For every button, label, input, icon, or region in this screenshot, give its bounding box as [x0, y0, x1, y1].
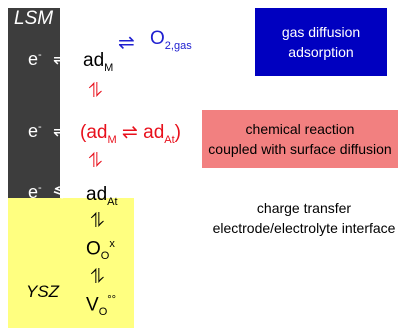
red-vertical-arrow-1: ⥮: [88, 80, 103, 102]
electron-2-arrow: ⇌: [53, 121, 69, 141]
black-vertical-arrow-1: ⥮: [90, 210, 105, 232]
electron-1: e-: [28, 49, 42, 69]
ysz-electrolyte-block: [8, 198, 134, 328]
gas-equilibrium-arrow: ⇌: [118, 32, 135, 54]
ad-at-species: adAt: [86, 184, 118, 208]
lsm-electrode-block: [8, 8, 60, 198]
ad-m-species: adM: [83, 50, 114, 74]
ysz-label: YSZ: [26, 282, 60, 301]
gas-diffusion-line1: gas diffusion: [281, 24, 361, 40]
charge-transfer-line2: electrode/electrolyte interface: [212, 220, 396, 236]
o2-gas-species: O2,gas: [150, 28, 192, 52]
gas-diffusion-box: gas diffusion adsorption: [255, 8, 387, 76]
black-vertical-arrow-2: ⥮: [90, 266, 105, 288]
chemical-reaction-line1: chemical reaction: [245, 121, 355, 137]
charge-transfer-label: charge transfer electrode/electrolyte in…: [206, 198, 402, 238]
electron-2: e-: [28, 121, 42, 141]
surface-reaction-species: (adM ⇌ adAt): [80, 122, 181, 146]
chemical-reaction-box: chemical reaction coupled with surface d…: [202, 110, 398, 168]
red-vertical-arrow-2: ⥮: [88, 150, 103, 172]
gas-diffusion-line2: adsorption: [288, 44, 354, 60]
oxygen-vacancy-species: VO°°: [86, 294, 117, 319]
lsm-label: LSM: [14, 8, 54, 29]
oxygen-lattice-species: OOx: [86, 238, 115, 263]
electron-3: e-: [28, 182, 42, 202]
charge-transfer-line1: charge transfer: [256, 200, 352, 216]
chemical-reaction-line2: coupled with surface diffusion: [208, 141, 392, 157]
electron-1-arrow: ⇌: [53, 49, 69, 69]
